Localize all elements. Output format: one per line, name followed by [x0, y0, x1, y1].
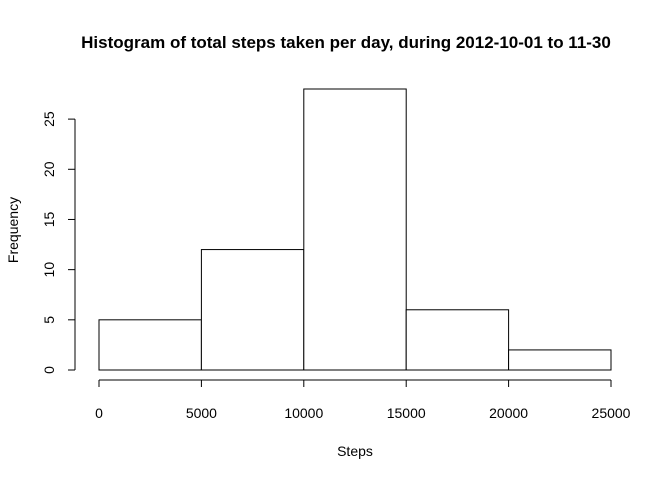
- x-tick-label-4: 20000: [489, 405, 528, 421]
- bar-4: [508, 349, 612, 371]
- x-tick-label-1: 5000: [186, 405, 217, 421]
- bars-group: [98, 88, 612, 371]
- y-tick-label-1: 5: [41, 316, 57, 324]
- x-tick-label-0: 0: [95, 405, 103, 421]
- chart-title: Histogram of total steps taken per day, …: [81, 33, 611, 52]
- x-tick-label-2: 10000: [284, 405, 323, 421]
- y-axis-label: Frequency: [5, 197, 21, 263]
- bar-2: [303, 88, 407, 371]
- x-axis-label: Steps: [337, 443, 373, 459]
- bar-1: [200, 249, 305, 371]
- bar-0: [98, 319, 202, 371]
- y-tick-label-4: 20: [41, 161, 57, 177]
- bar-3: [405, 309, 510, 371]
- y-tick-label-5: 25: [41, 111, 57, 127]
- x-tick-label-5: 25000: [592, 405, 631, 421]
- y-tick-label-3: 15: [41, 211, 57, 227]
- x-tick-label-3: 15000: [387, 405, 426, 421]
- y-axis: 0 5 10 15 20 25: [41, 111, 76, 374]
- y-tick-label-0: 0: [41, 366, 57, 374]
- y-tick-label-2: 10: [41, 262, 57, 278]
- x-axis: 0 5000 10000 15000 20000 25000: [95, 379, 631, 421]
